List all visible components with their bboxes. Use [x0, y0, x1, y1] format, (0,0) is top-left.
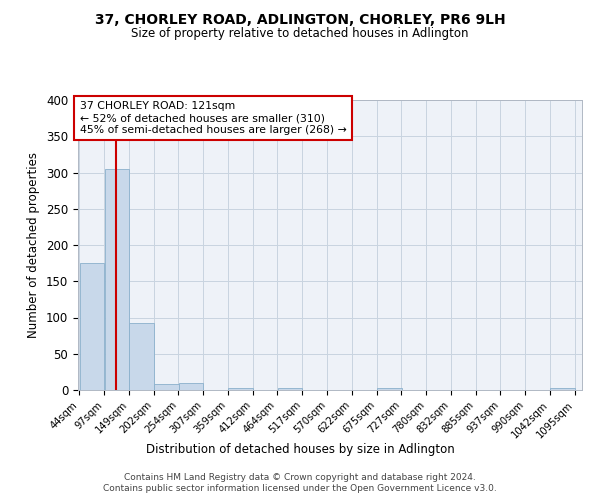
Text: 37, CHORLEY ROAD, ADLINGTON, CHORLEY, PR6 9LH: 37, CHORLEY ROAD, ADLINGTON, CHORLEY, PR…: [95, 12, 505, 26]
Bar: [377, 388, 402, 390]
Text: Size of property relative to detached houses in Adlington: Size of property relative to detached ho…: [131, 28, 469, 40]
Bar: [550, 388, 575, 390]
Bar: [154, 384, 179, 390]
Y-axis label: Number of detached properties: Number of detached properties: [28, 152, 40, 338]
Bar: [179, 383, 203, 390]
Text: Contains public sector information licensed under the Open Government Licence v3: Contains public sector information licen…: [103, 484, 497, 493]
Bar: [129, 324, 154, 390]
Text: Distribution of detached houses by size in Adlington: Distribution of detached houses by size …: [146, 442, 454, 456]
Text: Contains HM Land Registry data © Crown copyright and database right 2024.: Contains HM Land Registry data © Crown c…: [124, 472, 476, 482]
Text: 37 CHORLEY ROAD: 121sqm
← 52% of detached houses are smaller (310)
45% of semi-d: 37 CHORLEY ROAD: 121sqm ← 52% of detache…: [80, 102, 347, 134]
Bar: [104, 169, 129, 390]
Bar: [80, 263, 104, 390]
Bar: [278, 388, 302, 390]
Bar: [228, 388, 253, 390]
